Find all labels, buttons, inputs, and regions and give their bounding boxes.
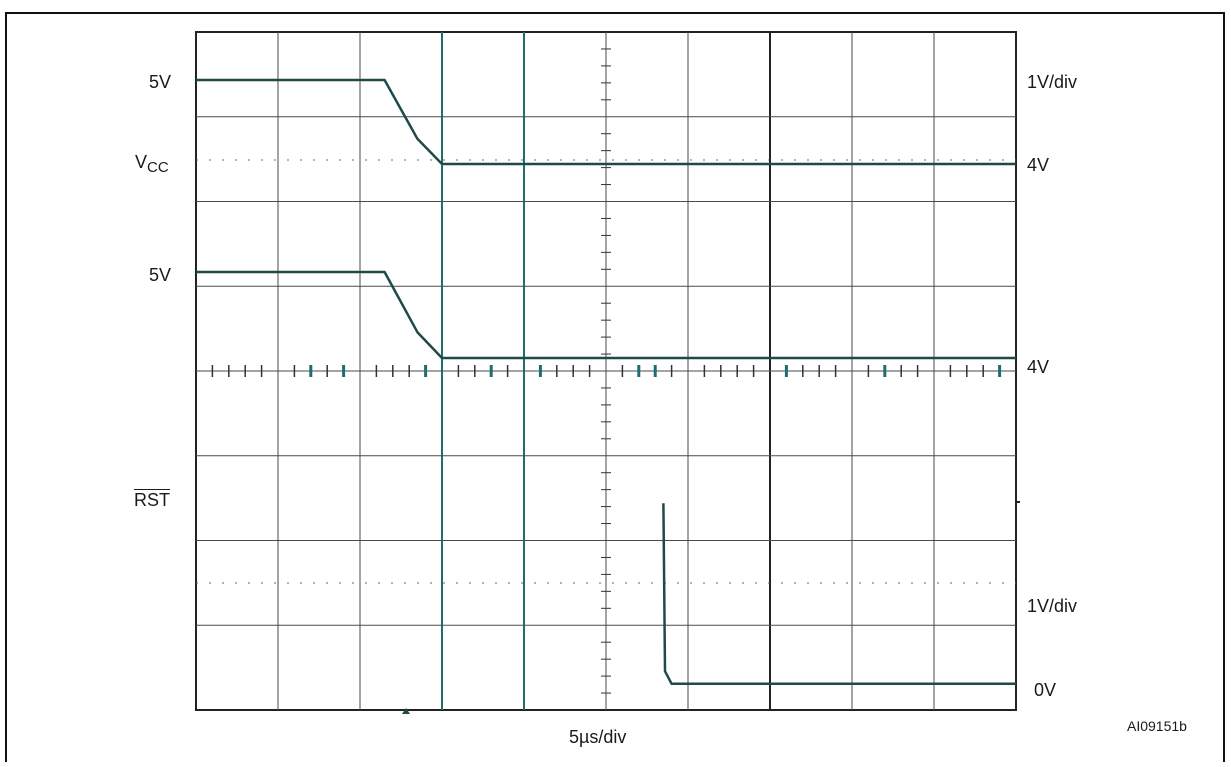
ch1-scale-label: 1V/div (1027, 72, 1078, 92)
time-scale-label: 5µs/div (569, 727, 627, 747)
ch1-name-main: V (135, 152, 148, 172)
trace-line-rst (662, 503, 1016, 686)
ch1-name-sub: CC (147, 159, 169, 176)
ch3-name-label: RST (134, 490, 170, 510)
ch1-name-label: VCC (135, 152, 169, 176)
ch2-offset-label: 4V (1027, 357, 1050, 377)
ch3-offset-label: 0V (1034, 680, 1057, 700)
ch1-offset-label: 4V (1027, 155, 1050, 175)
ch2-level-label: 5V (149, 265, 172, 285)
trace-line-ch2 (196, 270, 1016, 360)
trigger-marker (402, 708, 410, 714)
ch3-scale-label: 1V/div (1027, 596, 1078, 616)
trace-line-vcc (196, 78, 1016, 166)
ch1-level-label: 5V (149, 72, 172, 92)
figure-frame (5, 12, 1225, 762)
figure-id-label: AI09151b (1127, 718, 1187, 734)
